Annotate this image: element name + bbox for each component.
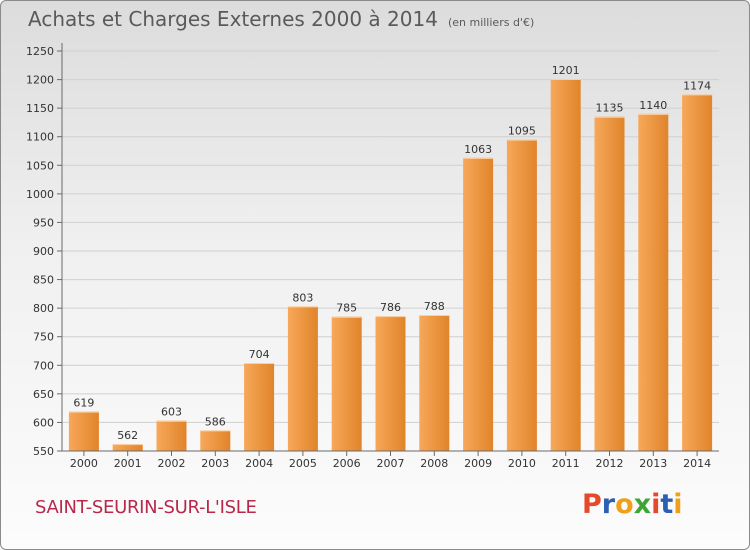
y-tick-label: 800 <box>33 302 54 315</box>
data-label-2006: 785 <box>336 302 357 315</box>
y-tick-label: 1000 <box>26 188 54 201</box>
y-tick-label: 950 <box>33 216 54 229</box>
y-tick-label: 1200 <box>26 74 54 87</box>
y-tick-label: 1100 <box>26 131 54 144</box>
logo-letter: P <box>582 489 602 520</box>
data-label-2004: 704 <box>249 348 270 361</box>
bar-2010 <box>506 139 537 452</box>
bar-2002 <box>156 420 187 451</box>
x-tick-label-2010: 2010 <box>508 457 536 470</box>
x-tick-label-2014: 2014 <box>683 457 711 470</box>
y-tick-label: 600 <box>33 416 54 429</box>
commune-name: SAINT-SEURIN-SUR-L'ISLE <box>35 497 257 518</box>
data-label-2000: 619 <box>73 397 94 410</box>
data-label-2013: 1140 <box>639 99 667 112</box>
x-tick-label-2012: 2012 <box>596 457 624 470</box>
bar-2006 <box>331 316 362 451</box>
data-label-2011: 1201 <box>552 64 580 77</box>
data-label-2008: 788 <box>424 300 445 313</box>
data-label-2014: 1174 <box>683 79 711 92</box>
x-tick-label-2002: 2002 <box>158 457 186 470</box>
x-tick-label-2008: 2008 <box>420 457 448 470</box>
chart-title-text: Achats et Charges Externes 2000 à 2014 <box>28 7 438 31</box>
y-tick-label: 1250 <box>26 45 54 58</box>
logo-letter: r <box>601 489 616 520</box>
data-label-2001: 562 <box>117 429 138 442</box>
bar-2003 <box>200 430 231 451</box>
x-tick-label-2009: 2009 <box>464 457 492 470</box>
data-label-2003: 586 <box>205 415 226 428</box>
x-tick-label-2013: 2013 <box>639 457 667 470</box>
y-tick-label: 700 <box>33 359 54 372</box>
bar-2011 <box>550 79 581 451</box>
x-tick-label-2000: 2000 <box>70 457 98 470</box>
y-tick-label: 900 <box>33 245 54 258</box>
logo-letter: t <box>660 489 674 520</box>
y-tick-label: 1050 <box>26 159 54 172</box>
bar-2004 <box>244 363 275 451</box>
x-tick-label-2007: 2007 <box>377 457 405 470</box>
data-label-2007: 786 <box>380 301 401 314</box>
bar-2014 <box>682 94 713 451</box>
data-label-2002: 603 <box>161 406 182 419</box>
y-tick-label: 1150 <box>26 102 54 115</box>
y-tick-label: 750 <box>33 331 54 344</box>
x-tick-label-2006: 2006 <box>333 457 361 470</box>
data-label-2009: 1063 <box>464 143 492 156</box>
bar-2001 <box>112 444 143 451</box>
data-label-2012: 1135 <box>596 102 624 115</box>
x-tick-label-2005: 2005 <box>289 457 317 470</box>
y-tick-label: 550 <box>33 445 54 458</box>
chart-unit: (en milliers d'€) <box>447 16 535 29</box>
bar-2000 <box>68 411 99 451</box>
x-tick-label-2001: 2001 <box>114 457 142 470</box>
y-tick-label: 650 <box>33 388 54 401</box>
data-label-2010: 1095 <box>508 125 536 138</box>
logo-letter: o <box>615 489 634 520</box>
y-tick-label: 850 <box>33 274 54 287</box>
bar-2013 <box>638 113 669 451</box>
bar-2008 <box>419 315 450 451</box>
logo-letter: x <box>633 489 652 520</box>
axes: 550 600 650 700 750 800 850 900 950 1000 1050 1100 1… <box>26 43 719 470</box>
bar-2012 <box>594 116 625 451</box>
x-tick-label-2004: 2004 <box>245 457 273 470</box>
x-tick-label-2011: 2011 <box>552 457 580 470</box>
bars: 619 562 603 586 704 803 785 786 788 1063 1095 1201 1… <box>68 64 713 452</box>
logo-letter: i <box>673 489 683 520</box>
x-tick-label-2003: 2003 <box>201 457 229 470</box>
chart-title: Achats et Charges Externes 2000 à 2014 (e… <box>28 7 534 31</box>
proxiti-logo[interactable]: Proxiti <box>582 489 683 520</box>
bar-2009 <box>463 157 494 451</box>
bar-2007 <box>375 316 406 451</box>
logo-letter: i <box>651 489 661 520</box>
data-label-2005: 803 <box>292 291 313 304</box>
bar-2005 <box>287 306 318 451</box>
